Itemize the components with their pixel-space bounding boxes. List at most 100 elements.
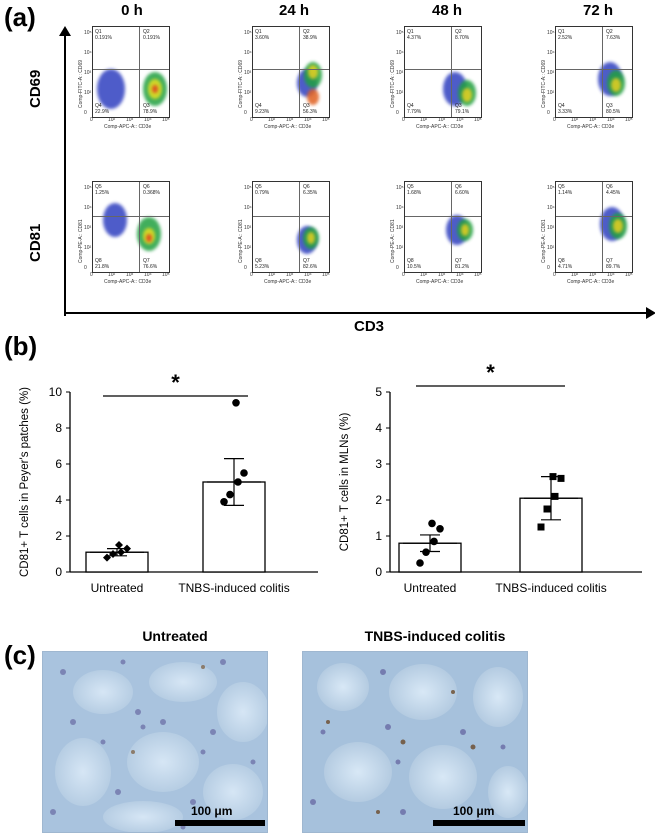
- flow-y-tick: 10²: [244, 245, 252, 251]
- gate-horizontal: [556, 69, 632, 70]
- quadrant-label: Q7 76.6%: [143, 258, 158, 270]
- flow-y-label: Comp-FITC-A:: CD69: [238, 59, 244, 108]
- flow-x-tick: 10⁴: [144, 272, 152, 278]
- flow-y-tick: 0: [396, 110, 399, 116]
- gate-vertical: [602, 27, 603, 117]
- flow-x-tick: 10³: [126, 117, 134, 123]
- flow-y-tick: 10³: [244, 70, 252, 76]
- flow-y-tick: 10⁴: [244, 50, 252, 56]
- flow-y-label: Comp-FITC-A:: CD69: [390, 59, 396, 108]
- flow-y-tick: 10³: [244, 225, 252, 231]
- density-cluster: [462, 88, 472, 102]
- scale-label-left: 100 μm: [191, 804, 233, 818]
- y-tick-label: 0: [55, 565, 62, 579]
- gate-horizontal: [93, 216, 169, 217]
- flow-y-tick: 10⁵: [396, 185, 404, 191]
- density-cluster: [97, 69, 125, 109]
- flow-x-tick: 10³: [286, 272, 294, 278]
- cd69-flow-plot: Q1 0.191% Q2 0.191% Q4 22.9% Q3 78.9%: [92, 26, 170, 118]
- quadrant-label: Q2 7.63%: [606, 29, 621, 41]
- x-axis-arrow: [66, 307, 655, 319]
- flow-y-tick: 10³: [84, 70, 92, 76]
- quadrant-label: Q1 0.191%: [95, 29, 112, 41]
- flow-y-tick: 10⁵: [84, 185, 92, 191]
- cd81-flow-plot: Q5 1.68% Q6 6.60% Q8 10.5% Q7 81.2%: [404, 181, 482, 273]
- flow-x-tick: 10²: [268, 272, 276, 278]
- flow-x-label: Comp-APC-A:: CD3e: [104, 124, 152, 130]
- scale-bar-left: [175, 820, 265, 826]
- micro-title-tnbs: TNBS-induced colitis: [364, 628, 506, 644]
- quadrant-label: Q7 82.6%: [303, 258, 318, 270]
- category-label: TNBS-induced colitis: [178, 581, 289, 595]
- gate-vertical: [139, 27, 140, 117]
- significance-marker: *: [486, 360, 495, 385]
- flow-y-tick: 0: [244, 265, 247, 271]
- flow-x-tick: 10⁵: [625, 272, 633, 278]
- flow-x-label: Comp-APC-A:: CD3e: [416, 124, 464, 130]
- quadrant-label: Q6 6.35%: [303, 184, 318, 196]
- flow-y-tick: 10⁵: [244, 185, 252, 191]
- density-cluster: [307, 232, 315, 244]
- gate-vertical: [139, 182, 140, 272]
- flow-y-tick: 10⁴: [547, 205, 555, 211]
- cd81-axis-label: CD81: [27, 223, 44, 262]
- quadrant-label: Q8 10.5%: [407, 258, 422, 270]
- flow-x-tick: 10⁵: [474, 272, 482, 278]
- gate-vertical: [451, 182, 452, 272]
- quadrant-label: Q5 1.68%: [407, 184, 422, 196]
- bar-chart-mlns: 0 1 2 3 4 5 CD81+ T cells in MLNs (%) Untreated…: [339, 360, 642, 595]
- flow-y-tick: 10⁴: [547, 50, 555, 56]
- y-tick-label: 2: [375, 493, 382, 507]
- significance-marker: *: [171, 370, 180, 395]
- flow-x-tick: 10²: [108, 272, 116, 278]
- flow-x-tick: 10⁴: [144, 117, 152, 123]
- cd81-flow-plot: Q5 1.25% Q6 0.368% Q8 21.8% Q7 76.6%: [92, 181, 170, 273]
- flow-x-tick: 0: [90, 117, 93, 123]
- gate-vertical: [451, 27, 452, 117]
- flow-x-tick: 10²: [420, 272, 428, 278]
- flow-x-tick: 10⁵: [322, 117, 330, 123]
- micrograph-tnbs: 100 μm: [302, 651, 528, 833]
- flow-x-tick: 10⁵: [162, 272, 170, 278]
- time-label-0h: 0 h: [121, 2, 143, 19]
- data-point: [549, 473, 557, 481]
- flow-y-tick: 0: [244, 110, 247, 116]
- micrograph-untreated: 100 μm: [42, 651, 268, 833]
- data-point: [416, 559, 424, 567]
- data-point: [234, 478, 242, 486]
- y-tick-label: 1: [375, 529, 382, 543]
- micrograph-untreated-image: [43, 652, 267, 832]
- quadrant-label: Q5 1.25%: [95, 184, 110, 196]
- y-tick-label: 6: [55, 457, 62, 471]
- y-tick-label: 8: [55, 421, 62, 435]
- flow-x-label: Comp-APC-A:: CD3e: [104, 279, 152, 285]
- flow-y-tick: 10³: [547, 225, 555, 231]
- category-label: Untreated: [404, 581, 457, 595]
- flow-y-tick: 10⁴: [84, 50, 92, 56]
- flow-y-tick: 10⁵: [547, 185, 555, 191]
- flow-y-tick: 0: [547, 110, 550, 116]
- gate-horizontal: [253, 216, 329, 217]
- gate-horizontal: [253, 69, 329, 70]
- flow-y-tick: 10²: [396, 245, 404, 251]
- density-cluster: [146, 233, 152, 243]
- flow-y-tick: 10⁵: [84, 30, 92, 36]
- flow-y-tick: 10²: [396, 90, 404, 96]
- data-point: [428, 519, 436, 528]
- y-tick-label: 3: [375, 457, 382, 471]
- data-point: [436, 525, 444, 533]
- flow-y-tick: 10⁴: [396, 205, 404, 211]
- flow-y-tick: 10⁴: [396, 50, 404, 56]
- flow-y-tick: 10³: [84, 225, 92, 231]
- data-point: [430, 537, 438, 546]
- flow-y-tick: 10⁴: [244, 205, 252, 211]
- bar-chart-peyers-patches: 0 2 4 6 8 10 CD81+ T cells in Peyer's patches …: [19, 370, 318, 595]
- cd69-flow-plot: Q1 2.52% Q2 7.63% Q4 3.33% Q3 80.5%: [555, 26, 633, 118]
- flow-y-tick: 0: [396, 265, 399, 271]
- gate-vertical: [299, 182, 300, 272]
- flow-x-tick: 10³: [438, 117, 446, 123]
- flow-y-tick: 10⁵: [396, 30, 404, 36]
- flow-y-tick: 10³: [396, 70, 404, 76]
- flow-x-tick: 0: [90, 272, 93, 278]
- flow-x-tick: 0: [402, 272, 405, 278]
